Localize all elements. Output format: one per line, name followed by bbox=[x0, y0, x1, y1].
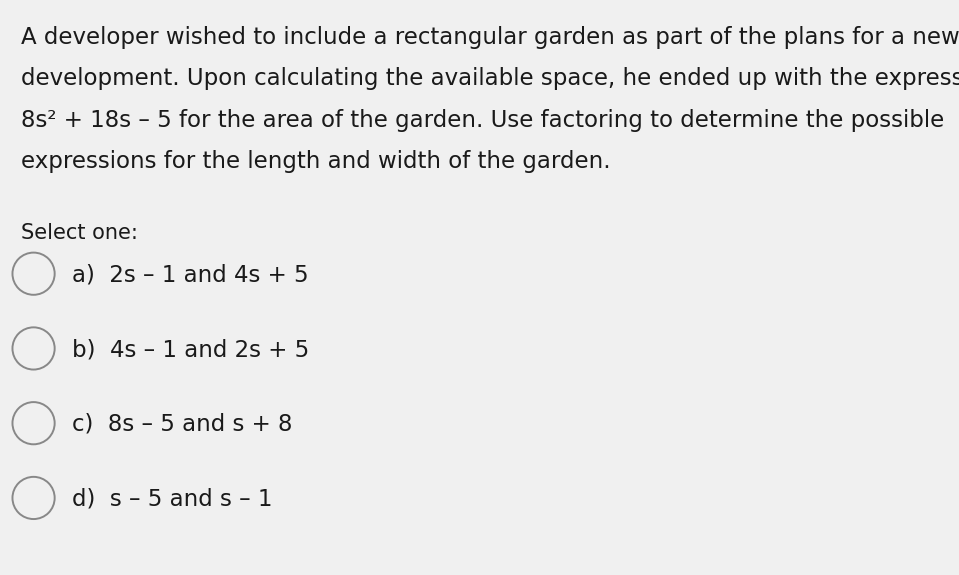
Text: Select one:: Select one: bbox=[21, 223, 138, 243]
Text: 8s² + 18s – 5 for the area of the garden. Use factoring to determine the possibl: 8s² + 18s – 5 for the area of the garden… bbox=[21, 109, 945, 132]
Text: A developer wished to include a rectangular garden as part of the plans for a ne: A developer wished to include a rectangu… bbox=[21, 26, 959, 49]
Text: expressions for the length and width of the garden.: expressions for the length and width of … bbox=[21, 150, 611, 173]
Text: c)  8s – 5 and s + 8: c) 8s – 5 and s + 8 bbox=[72, 413, 292, 436]
Text: a)  2s – 1 and 4s + 5: a) 2s – 1 and 4s + 5 bbox=[72, 263, 309, 286]
Text: d)  s – 5 and s – 1: d) s – 5 and s – 1 bbox=[72, 488, 272, 511]
Text: development. Upon calculating the available space, he ended up with the expressi: development. Upon calculating the availa… bbox=[21, 67, 959, 90]
Text: b)  4s – 1 and 2s + 5: b) 4s – 1 and 2s + 5 bbox=[72, 338, 309, 361]
